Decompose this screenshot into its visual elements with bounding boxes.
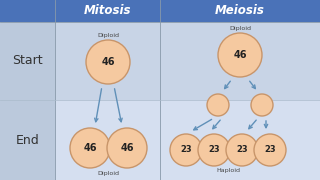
Bar xyxy=(55,0,160,22)
Circle shape xyxy=(107,128,147,168)
Bar xyxy=(55,100,160,180)
Text: Mitosis: Mitosis xyxy=(84,4,131,17)
Circle shape xyxy=(218,33,262,77)
Text: Meiosis: Meiosis xyxy=(215,4,265,17)
Circle shape xyxy=(251,94,273,116)
Text: 46: 46 xyxy=(233,50,247,60)
Text: Diploid: Diploid xyxy=(98,171,119,176)
Text: 23: 23 xyxy=(208,145,220,154)
Text: 23: 23 xyxy=(180,145,192,154)
Text: Diploid: Diploid xyxy=(229,26,251,31)
Bar xyxy=(160,22,320,100)
Bar xyxy=(160,0,320,22)
Text: 46: 46 xyxy=(101,57,115,67)
Circle shape xyxy=(170,134,202,166)
Text: 46: 46 xyxy=(120,143,134,153)
Text: End: End xyxy=(16,134,39,147)
Text: 46: 46 xyxy=(83,143,97,153)
Text: 23: 23 xyxy=(264,145,276,154)
Text: Diploid: Diploid xyxy=(97,33,119,38)
Text: Haploid: Haploid xyxy=(216,168,240,173)
Circle shape xyxy=(198,134,230,166)
Bar xyxy=(0,0,55,22)
Text: 23: 23 xyxy=(236,145,248,154)
Bar xyxy=(0,22,55,180)
Circle shape xyxy=(226,134,258,166)
Circle shape xyxy=(70,128,110,168)
Circle shape xyxy=(254,134,286,166)
Circle shape xyxy=(86,40,130,84)
Text: Start: Start xyxy=(12,55,43,68)
Circle shape xyxy=(207,94,229,116)
Bar xyxy=(55,22,160,100)
Bar xyxy=(160,100,320,180)
